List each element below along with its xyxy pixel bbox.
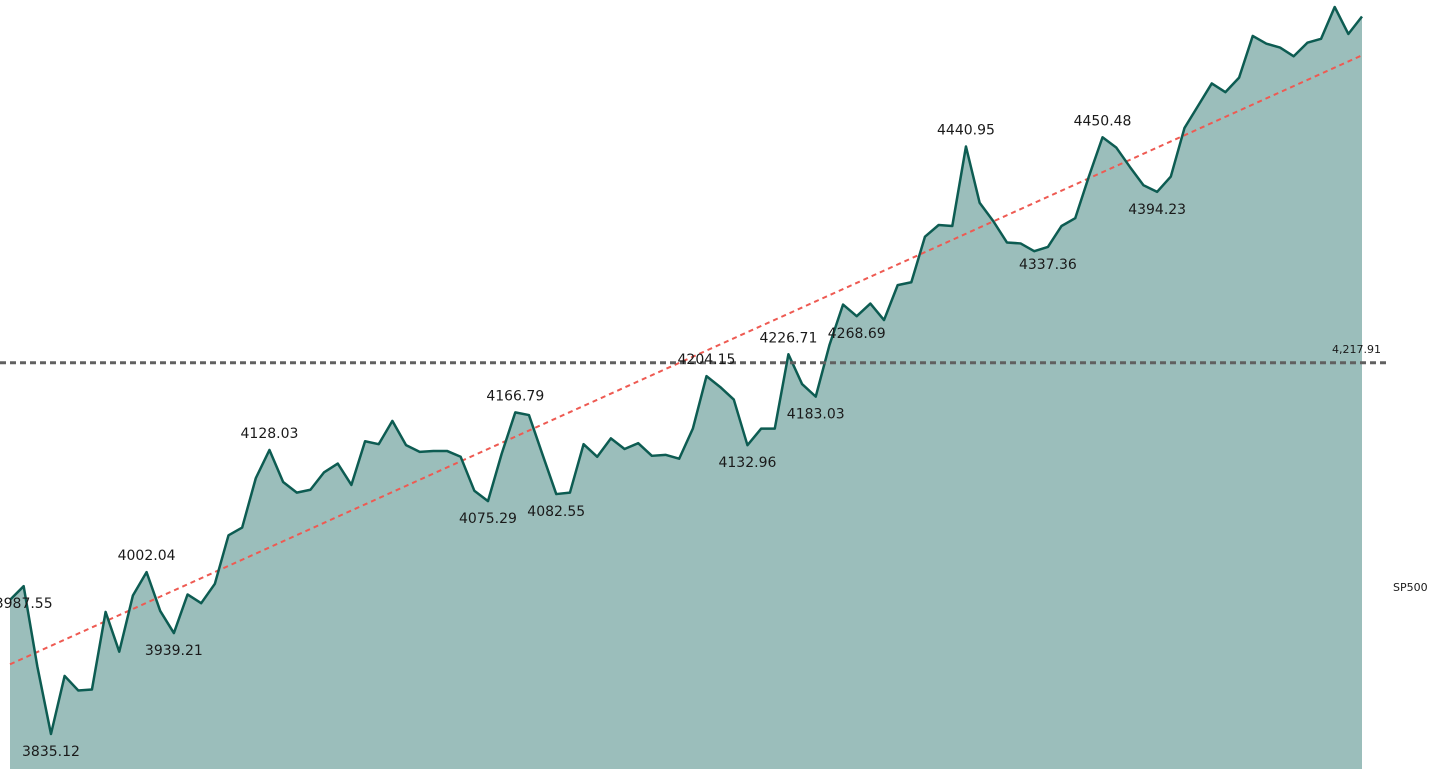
data-label-5: 4075.29 xyxy=(459,511,517,527)
data-label-4: 4128.03 xyxy=(241,426,299,442)
area-layer xyxy=(10,7,1362,769)
data-label-14: 4337.36 xyxy=(1019,257,1077,273)
data-label-13: 4440.95 xyxy=(937,123,995,139)
sp500-area xyxy=(10,7,1362,769)
data-label-11: 4183.03 xyxy=(787,407,845,423)
reference-line-label: 4,217.91 xyxy=(1332,343,1381,356)
data-label-9: 4132.96 xyxy=(718,455,776,471)
data-label-12: 4268.69 xyxy=(828,326,886,342)
data-label-16: 4394.23 xyxy=(1128,202,1186,218)
data-label-15: 4450.48 xyxy=(1074,113,1132,129)
data-label-6: 4166.79 xyxy=(486,388,544,404)
data-label-2: 4002.04 xyxy=(118,548,176,564)
data-label-1: 3835.12 xyxy=(22,744,80,760)
reference-layer: 4,217.91 xyxy=(0,343,1388,365)
series-label-sp500: SP500 xyxy=(1393,581,1428,594)
data-label-10: 4226.71 xyxy=(759,330,817,346)
data-label-0: 3987.55 xyxy=(0,596,53,612)
data-label-layer: 3987.55 3835.12 4002.04 3939.21 4128.03 4075.… xyxy=(0,113,1186,760)
trend-line xyxy=(9,54,1363,666)
sp500-line xyxy=(9,5,1363,736)
data-label-8: 4204.15 xyxy=(678,352,736,368)
line-layer xyxy=(9,5,1363,736)
trend-layer xyxy=(9,54,1363,666)
data-label-7: 4082.55 xyxy=(527,504,585,520)
data-label-3: 3939.21 xyxy=(145,643,203,659)
